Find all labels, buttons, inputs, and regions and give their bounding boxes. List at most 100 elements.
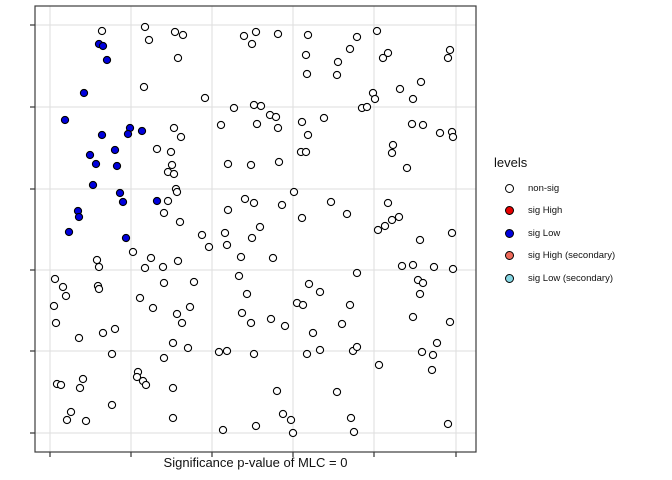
data-point-non-sig — [301, 147, 311, 157]
data-point-non-sig — [408, 94, 418, 104]
data-point-non-sig — [107, 349, 117, 359]
data-point-non-sig — [141, 380, 151, 390]
data-point-non-sig — [177, 318, 187, 328]
data-point-non-sig — [51, 318, 61, 328]
data-point-non-sig — [443, 419, 453, 429]
data-point-sig-low — [64, 227, 74, 237]
data-point-non-sig — [273, 29, 283, 39]
data-point-non-sig — [169, 169, 179, 179]
data-point-non-sig — [234, 271, 244, 281]
data-point-non-sig — [247, 233, 257, 243]
plot-panel — [35, 6, 476, 452]
data-point-non-sig — [152, 144, 162, 154]
data-point-non-sig — [298, 300, 308, 310]
data-point-non-sig — [168, 338, 178, 348]
data-point-non-sig — [345, 300, 355, 310]
data-point-sig-low — [97, 130, 107, 140]
data-point-non-sig — [280, 321, 290, 331]
data-point-non-sig — [288, 428, 298, 438]
legend-marker-icon — [505, 251, 514, 261]
data-point-non-sig — [362, 102, 372, 112]
data-point-non-sig — [240, 194, 250, 204]
data-point-non-sig — [148, 303, 158, 313]
data-point-sig-low — [112, 161, 122, 171]
data-point-non-sig — [167, 160, 177, 170]
legend-item: sig Low (secondary) — [492, 267, 670, 290]
data-point-non-sig — [429, 262, 439, 272]
data-point-non-sig — [107, 400, 117, 410]
data-point-sig-low — [152, 196, 162, 206]
data-point-non-sig — [168, 383, 178, 393]
data-point-non-sig — [415, 289, 425, 299]
data-point-non-sig — [251, 27, 261, 37]
data-point-non-sig — [246, 160, 256, 170]
data-point-non-sig — [417, 347, 427, 357]
data-point-non-sig — [332, 387, 342, 397]
data-point-non-sig — [297, 117, 307, 127]
data-point-non-sig — [308, 328, 318, 338]
legend-item-label: non-sig — [528, 182, 560, 194]
data-point-non-sig — [352, 342, 362, 352]
legend-marker-icon — [505, 183, 514, 193]
data-point-non-sig — [173, 53, 183, 63]
data-point-non-sig — [443, 53, 453, 63]
data-point-non-sig — [370, 94, 380, 104]
data-point-non-sig — [274, 157, 284, 167]
legend-marker-icon — [505, 206, 514, 216]
data-point-non-sig — [383, 198, 393, 208]
data-point-non-sig — [315, 287, 325, 297]
legend-item: sig High (secondary) — [492, 245, 670, 268]
data-point-non-sig — [172, 309, 182, 319]
data-point-non-sig — [223, 159, 233, 169]
data-point-non-sig — [418, 120, 428, 130]
data-point-non-sig — [222, 346, 232, 356]
data-point-non-sig — [395, 84, 405, 94]
data-point-non-sig — [303, 130, 313, 140]
data-point-non-sig — [249, 198, 259, 208]
data-point-non-sig — [416, 77, 426, 87]
data-point-sig-low — [60, 115, 70, 125]
data-point-sig-low — [91, 159, 101, 169]
data-point-non-sig — [246, 318, 256, 328]
data-point-non-sig — [159, 353, 169, 363]
x-axis-title: Significance p-value of MLC = 0 — [163, 455, 348, 470]
data-point-non-sig — [176, 132, 186, 142]
data-point-non-sig — [447, 228, 457, 238]
data-point-non-sig — [170, 27, 180, 37]
data-point-non-sig — [169, 123, 179, 133]
data-point-non-sig — [49, 301, 59, 311]
data-point-non-sig — [197, 230, 207, 240]
data-point-non-sig — [159, 278, 169, 288]
data-point-non-sig — [75, 383, 85, 393]
data-point-sig-low — [79, 88, 89, 98]
data-point-non-sig — [342, 209, 352, 219]
data-point-non-sig — [223, 205, 233, 215]
legend-item-label: sig Low — [528, 227, 561, 239]
data-point-non-sig — [98, 328, 108, 338]
legend-marker-icon — [505, 228, 514, 238]
data-point-non-sig — [277, 200, 287, 210]
data-point-sig-low — [98, 41, 108, 51]
data-point-non-sig — [337, 319, 347, 329]
data-point-sig-low — [85, 150, 95, 160]
data-point-non-sig — [110, 324, 120, 334]
data-point-non-sig — [139, 82, 149, 92]
panel-border — [34, 5, 477, 453]
data-point-non-sig — [349, 427, 359, 437]
data-point-non-sig — [92, 255, 102, 265]
data-point-non-sig — [345, 44, 355, 54]
legend-item-label: sig Low (secondary) — [528, 272, 614, 284]
data-point-non-sig — [97, 26, 107, 36]
data-point-sig-low — [123, 129, 133, 139]
data-point-non-sig — [302, 349, 312, 359]
data-point-non-sig — [301, 50, 311, 60]
data-point-non-sig — [302, 69, 312, 79]
data-point-sig-low — [137, 126, 147, 136]
data-point-non-sig — [289, 187, 299, 197]
data-point-non-sig — [214, 347, 224, 357]
data-point-sig-low — [115, 188, 125, 198]
data-point-non-sig — [242, 289, 252, 299]
legend-item: non-sig — [492, 177, 670, 200]
data-point-non-sig — [132, 372, 142, 382]
data-point-non-sig — [380, 221, 390, 231]
